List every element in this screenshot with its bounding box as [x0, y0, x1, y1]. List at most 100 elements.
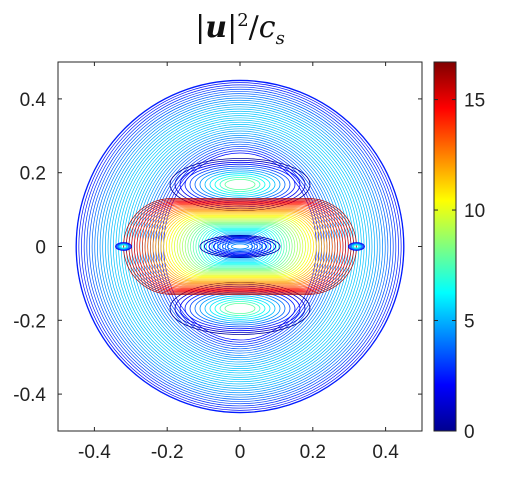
contour-line-outer: [97, 97, 383, 396]
contour-line-inner: [133, 202, 347, 291]
contour-line-outer: [86, 88, 394, 405]
contour-line-outer: [152, 143, 328, 350]
chart-title: |u|2/cs: [195, 10, 285, 49]
colorbar-ticks: 0 5 10 15: [434, 91, 485, 443]
contour-line-center: [226, 242, 254, 251]
colorbar-tick-label: 15: [464, 91, 485, 112]
contour-line-center: [231, 243, 249, 250]
contour-line-inner: [174, 217, 306, 276]
contour-line-lobe: [214, 299, 266, 318]
contour-line-center: [222, 241, 258, 252]
contour-line-outer: [163, 152, 317, 341]
contour-line-lobe: [194, 291, 286, 326]
contour-line-outer: [110, 108, 370, 385]
contour-line-lobe: [209, 297, 271, 320]
contour-line-outer: [123, 119, 357, 374]
contour-line-inner: [176, 218, 304, 275]
y-tick-label: 0.4: [20, 90, 47, 111]
contour-line-outer: [115, 113, 365, 380]
contour-line-edge: [119, 244, 128, 249]
contour-line-center: [208, 237, 272, 256]
contour-line-inner: [216, 233, 264, 260]
x-tick-label: 0.2: [300, 442, 326, 463]
contour-line-edge: [349, 242, 364, 251]
contour-line-inner: [198, 226, 282, 267]
contour-line-outer: [155, 146, 325, 347]
contour-line-lobe: [209, 173, 271, 196]
contour-line-inner: [166, 214, 314, 279]
contour-line-lobe: [219, 301, 261, 316]
colorbar-tick-label: 0: [464, 422, 475, 443]
contour-line-edge: [115, 242, 132, 251]
contour-line-inner: [182, 220, 298, 273]
contour-line-inner: [160, 212, 320, 281]
contour-line-inner: [190, 223, 290, 270]
contour-line-center: [199, 235, 281, 258]
contour-line-outer: [102, 102, 378, 391]
contour-line-inner: [152, 209, 328, 284]
contour-line-inner: [141, 205, 339, 288]
contour-line-edge: [351, 243, 362, 250]
y-tick-label: 0: [35, 238, 46, 259]
contour-line-outer: [91, 93, 389, 400]
contour-line-lobe: [219, 177, 261, 192]
y-tick-label: -0.4: [13, 385, 46, 406]
contour-line-lobe: [194, 167, 286, 202]
contour-line-inner: [144, 206, 336, 287]
contour-lines: [75, 79, 405, 414]
contour-line-edge: [352, 244, 361, 249]
outer-boundary: [75, 79, 405, 414]
contour-line-edge: [120, 244, 127, 249]
contour-line-outer: [78, 82, 402, 411]
contour-line-outer: [83, 86, 397, 407]
contour-line-lobe: [179, 161, 301, 208]
contour-line-outer: [112, 110, 368, 383]
colorbar-tick-label: 10: [464, 201, 485, 222]
contour-line-lobe: [204, 295, 276, 322]
contour-line-lobe: [214, 175, 266, 194]
contour-line-outer: [136, 130, 344, 363]
y-tick-label: -0.2: [13, 311, 46, 332]
contour-line-outer: [118, 115, 362, 378]
contour-line-inner: [192, 224, 288, 269]
contour-line-inner: [157, 211, 323, 282]
contour-line-outer: [126, 121, 354, 372]
contour-line-inner: [179, 219, 301, 274]
contour-line-inner: [149, 208, 331, 285]
contour-line-lobe: [204, 171, 276, 198]
contour-line-inner: [123, 198, 357, 295]
contour-line-center: [217, 239, 263, 254]
contour-line-inner: [206, 229, 274, 264]
contour-line-lobe: [199, 293, 281, 324]
contour-line-inner: [136, 203, 344, 290]
contour-line-outer: [94, 95, 386, 398]
contour-line-edge: [348, 242, 365, 251]
contour-line-lobe: [224, 178, 256, 190]
contour-line-outer: [107, 106, 373, 387]
colorbar: [433, 61, 457, 432]
contour-line-outer: [99, 99, 381, 394]
contour-line-center: [204, 236, 276, 257]
contour-line-inner: [203, 228, 277, 265]
contour-line-inner: [184, 221, 296, 272]
contour-line-lobe: [199, 169, 281, 200]
contour-line-inner: [195, 225, 285, 268]
plot-frame: [57, 61, 423, 432]
contour-line-outer: [104, 104, 376, 389]
contour-line-inner: [128, 200, 352, 293]
colorbar-tick-label: 5: [464, 312, 475, 333]
contour-line-edge: [116, 242, 131, 251]
contour-line-outer: [120, 117, 360, 376]
contour-line-inner: [187, 222, 293, 271]
axes: -0.4 -0.2 0 0.2 0.4 -0.4 -0.2 0 0.2 0.4: [13, 62, 422, 463]
contour-line-inner: [147, 207, 333, 286]
x-tick-label: 0: [235, 442, 246, 463]
contour-line-outer: [139, 132, 341, 361]
contour-line-inner: [163, 213, 317, 280]
contour-line-outer: [128, 124, 352, 369]
contour-line-inner: [155, 210, 325, 283]
contour-line-lobe: [179, 285, 301, 332]
contour-line-inner: [171, 216, 309, 277]
contour-line-inner: [168, 215, 312, 278]
contour-line-edge: [117, 243, 130, 250]
